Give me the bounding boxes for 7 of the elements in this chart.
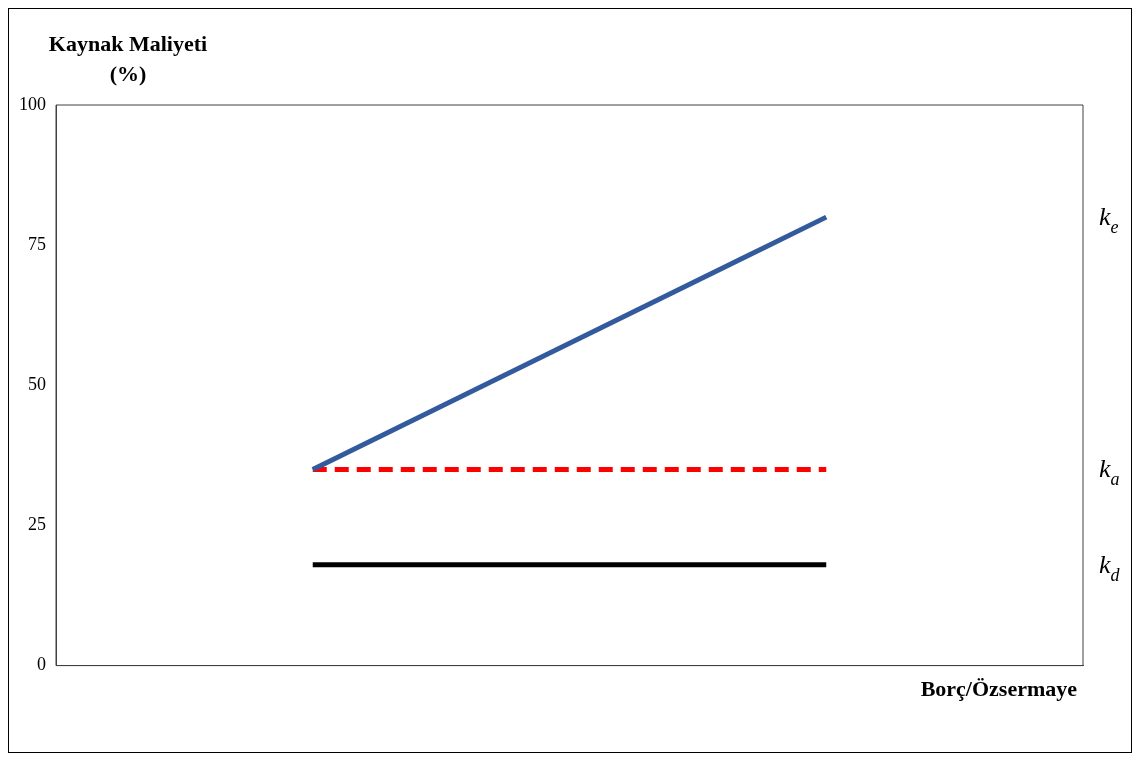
y-tick-label: 75 <box>28 233 46 254</box>
y-tick-label: 0 <box>37 654 46 675</box>
y-tick-label: 100 <box>19 93 46 114</box>
y-tick-label: 25 <box>28 514 46 535</box>
y-axis-title: Kaynak Maliyeti (%) <box>48 31 208 86</box>
x-axis-title: Borç/Özsermaye <box>920 675 1078 701</box>
y-tick-label: 50 <box>28 374 46 395</box>
